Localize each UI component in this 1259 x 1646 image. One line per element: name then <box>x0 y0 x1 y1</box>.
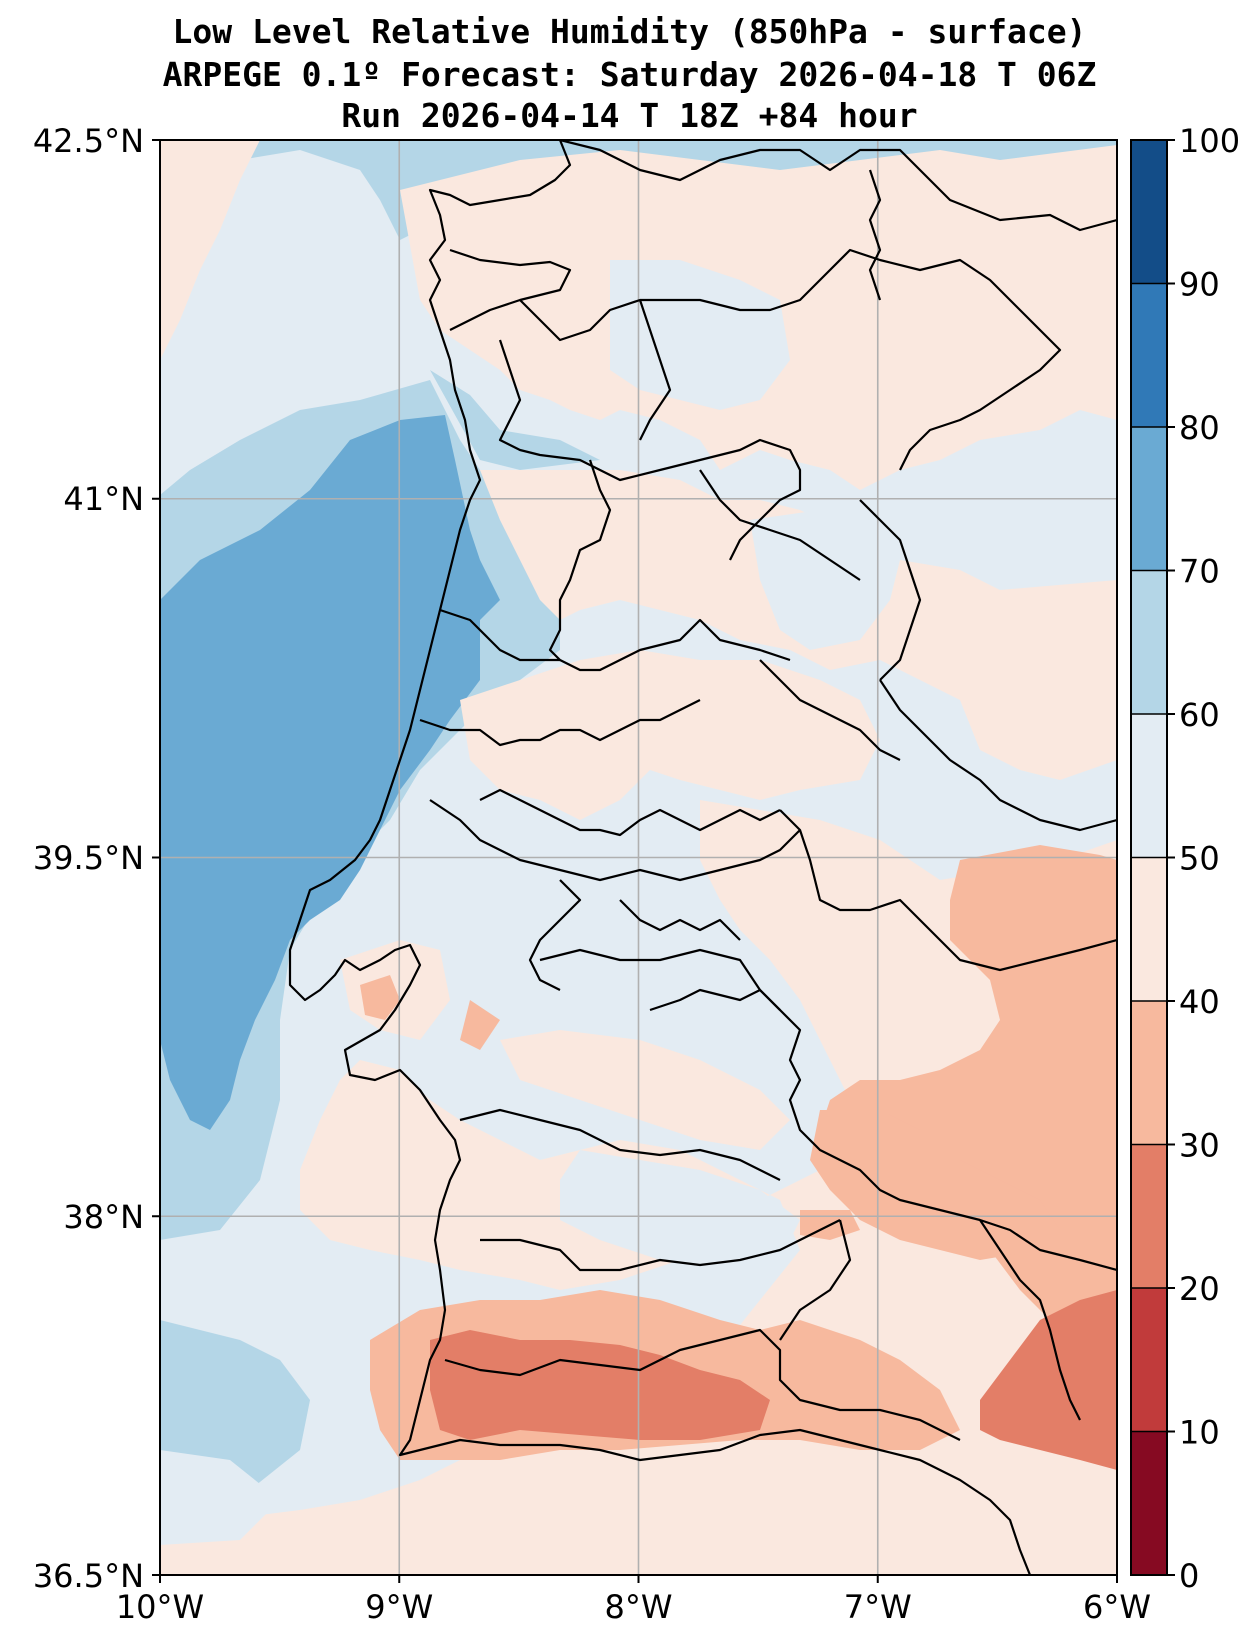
castelo-branco-border <box>779 809 1117 972</box>
colorbar-label: 20 <box>1179 1270 1220 1308</box>
x-tick-label: 6°W <box>1083 1588 1151 1626</box>
rh-band-50-60-sw-sea <box>160 1450 280 1545</box>
colorbar-segment <box>1131 570 1167 715</box>
coastline-and-borders <box>288 140 1117 1575</box>
porto-viseu-line <box>498 339 802 561</box>
rh-band-40-50-offshore-nw <box>160 140 260 360</box>
coimbra-leiria-line <box>419 699 701 747</box>
rh-band-30-40-east <box>820 845 1117 1400</box>
rh-band-20-30-algarve <box>430 1330 770 1440</box>
x-tick-label: 8°W <box>605 1588 673 1626</box>
colorbar-segment <box>1131 283 1167 428</box>
minho-district-line <box>449 248 572 331</box>
rh-band-50-60-south-pocket <box>560 1150 800 1270</box>
y-axis-labels: 42.5°N 41°N 39.5°N 38°N 36.5°N <box>33 122 144 1595</box>
gridlines <box>160 140 1117 1575</box>
x-tick-label: 7°W <box>844 1588 912 1626</box>
axis-tick-marks <box>152 139 1118 1583</box>
colorbar-segment <box>1131 140 1167 284</box>
map-plot-area <box>160 140 1117 1575</box>
evora-inner-line <box>649 988 781 1012</box>
y-tick-label: 38°N <box>63 1198 144 1236</box>
spain-galicia-border <box>559 140 1117 232</box>
colorbar-segment <box>1131 1431 1167 1576</box>
vila-real-inner-line <box>638 299 672 441</box>
rh-band-50-60-north-pocket <box>610 260 790 410</box>
portalegre-evora-line <box>539 948 1117 1272</box>
leiria-santarem-line <box>479 788 781 837</box>
y-tick-label: 41°N <box>63 480 144 518</box>
braga-vila-real-line <box>519 248 1062 471</box>
rh-band-30-40-minor <box>460 1000 500 1050</box>
colorbar-label: 50 <box>1179 840 1220 878</box>
rh-band-20-30-southeast <box>980 1290 1117 1470</box>
beja-faro-line <box>444 1328 961 1441</box>
rh-band-60-70-north <box>430 370 600 470</box>
colorbar-segment <box>1131 427 1167 571</box>
colorbar-label: 10 <box>1179 1414 1220 1452</box>
spain-border-south <box>979 1219 1081 1421</box>
evora-beja-line <box>480 1219 841 1272</box>
aveiro-coast-line <box>439 608 560 662</box>
rh-band-40-50-central <box>460 650 880 820</box>
map-title: Low Level Relative Humidity (850hPa - su… <box>172 12 1087 51</box>
atlantic-coastline <box>288 140 1032 1575</box>
colorbar-label: 70 <box>1179 553 1220 591</box>
colorbar-label: 90 <box>1179 266 1220 304</box>
guarda-line <box>859 499 922 681</box>
y-tick-label: 42.5°N <box>33 122 144 160</box>
colorbar-segment <box>1131 1001 1167 1145</box>
rh-band-30-40-tejo <box>360 975 400 1020</box>
y-tick-label: 36.5°N <box>33 1557 144 1595</box>
rh-band-70-80 <box>160 415 500 1130</box>
castelo-branco-line <box>879 679 1117 832</box>
x-tick-label: 9°W <box>365 1588 433 1626</box>
aveiro-coimbra-line <box>548 459 791 672</box>
colorbar-label: 40 <box>1179 983 1220 1021</box>
viseu-guarda-line <box>699 469 861 581</box>
castelo-branco-inner-line <box>759 659 901 761</box>
santarem-portalegre-line <box>429 799 801 882</box>
colorbar-segment <box>1131 714 1167 858</box>
colorbar-label: 80 <box>1179 409 1220 447</box>
y-tick-label: 39.5°N <box>33 839 144 877</box>
x-axis-labels: 10°W 9°W 8°W 7°W 6°W <box>116 1588 1151 1626</box>
colorbar-label: 0 <box>1179 1557 1199 1595</box>
rh-band-30-40-guadiana <box>810 1110 1060 1260</box>
run-subtitle: Run 2026-04-14 T 18Z +84 hour <box>341 96 918 135</box>
guadiana-river-line <box>779 1219 852 1341</box>
colorbar-label: 60 <box>1179 696 1220 734</box>
x-tick-label: 10°W <box>116 1588 204 1626</box>
portalegre-inner-line <box>619 899 741 941</box>
colorbar-segment <box>1131 857 1167 1002</box>
colorbar: 0 10 20 30 40 50 60 70 80 90 100 <box>1130 122 1240 1595</box>
colorbar-label: 30 <box>1179 1127 1220 1165</box>
forecast-subtitle: ARPEGE 0.1º Forecast: Saturday 2026-04-1… <box>162 55 1097 94</box>
bragança-line <box>868 169 882 301</box>
rh-band-40-50-alentejo <box>500 1030 790 1150</box>
colorbar-label: 100 <box>1179 122 1240 160</box>
rh-band-50-60-central-pocket <box>750 510 900 650</box>
setubal-evora-line <box>459 1108 781 1181</box>
colorbar-segment <box>1131 1288 1167 1432</box>
colorbar-segment <box>1131 1144 1167 1289</box>
santarem-inner-line <box>528 879 582 991</box>
